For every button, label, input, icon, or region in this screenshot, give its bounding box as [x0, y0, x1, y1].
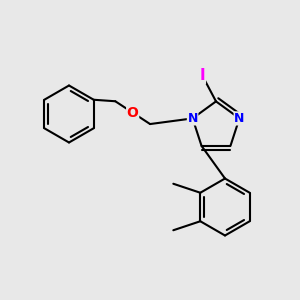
Text: I: I [200, 68, 205, 83]
Text: N: N [188, 112, 198, 125]
Text: O: O [127, 106, 139, 120]
Text: N: N [234, 112, 244, 125]
